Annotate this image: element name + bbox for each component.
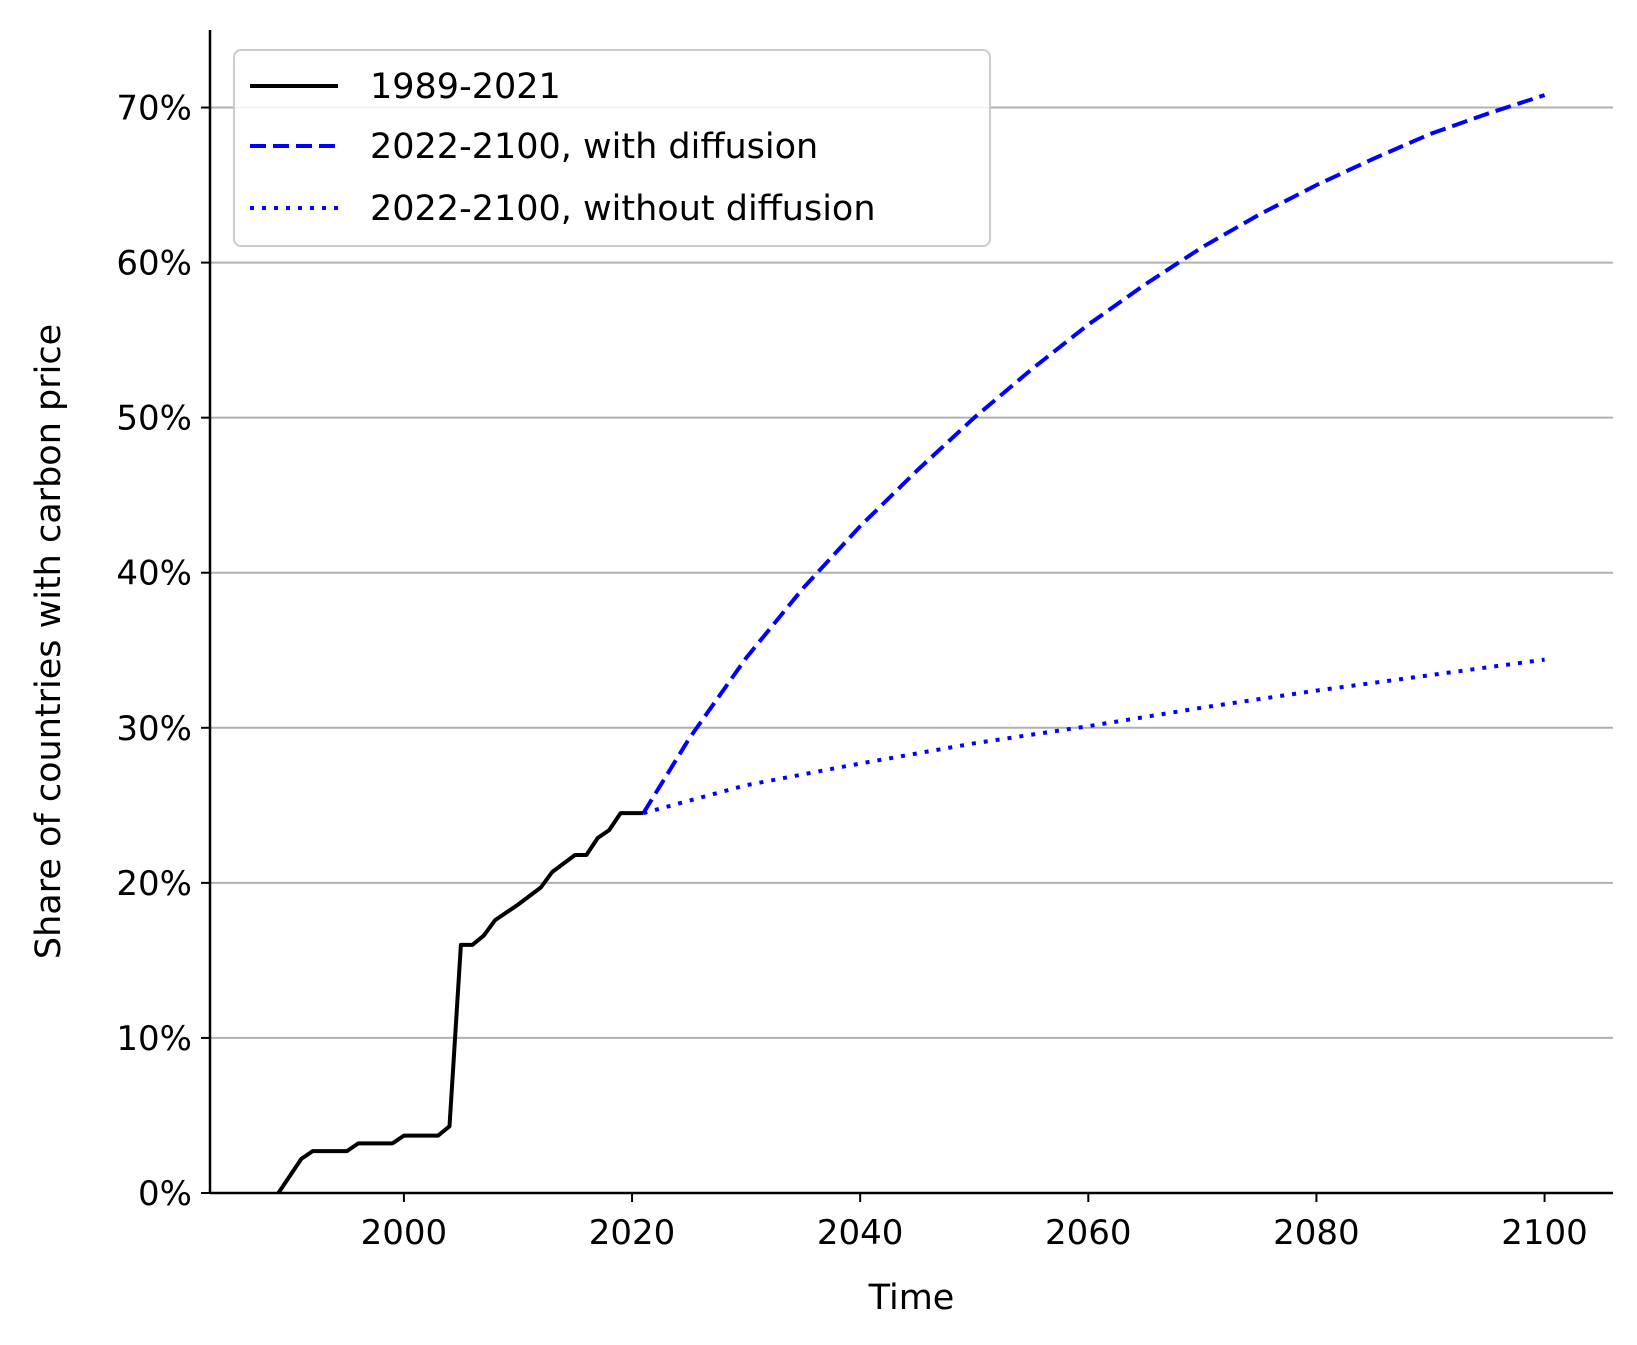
legend-box — [233, 49, 991, 247]
axis-ticks: 2000 2020 2040 2060 2080 2100 0% 10% 20% 30% 40% 50… — [116, 89, 1587, 1253]
series-lines — [276, 93, 1546, 1195]
x-tick-label: 2000 — [361, 1213, 448, 1253]
legend-label-3: 2022-2100, without diffusion — [370, 189, 876, 229]
x-tick-label: 2080 — [1273, 1213, 1360, 1253]
y-axis-title: Share of countries with carbon price — [29, 324, 69, 959]
legend-label-1: 1989-2021 — [370, 67, 561, 107]
y-tick-label: 60% — [116, 244, 192, 284]
series-line-2 — [641, 93, 1546, 815]
y-tick-label: 0% — [138, 1174, 192, 1214]
x-tick-label: 2040 — [817, 1213, 904, 1253]
x-tick-label: 2060 — [1045, 1213, 1132, 1253]
legend: 1989-2021 2022-2100, with diffusion 2022-2… — [233, 49, 991, 247]
series-line-3 — [642, 657, 1545, 816]
grid-lines — [210, 106, 1613, 1194]
y-tick-label: 40% — [116, 554, 192, 594]
axes — [208, 30, 1613, 1195]
legend-label-2: 2022-2100, with diffusion — [370, 127, 818, 167]
y-tick-label: 50% — [116, 399, 192, 439]
y-tick-label: 70% — [116, 89, 192, 129]
y-tick-label: 30% — [116, 709, 192, 749]
y-tick-label: 20% — [116, 864, 192, 904]
x-tick-label: 2020 — [589, 1213, 676, 1253]
y-tick-label: 10% — [116, 1019, 192, 1059]
x-tick-label: 2100 — [1501, 1213, 1588, 1253]
x-axis-title: Time — [868, 1278, 955, 1318]
series-line-1 — [276, 811, 644, 1195]
